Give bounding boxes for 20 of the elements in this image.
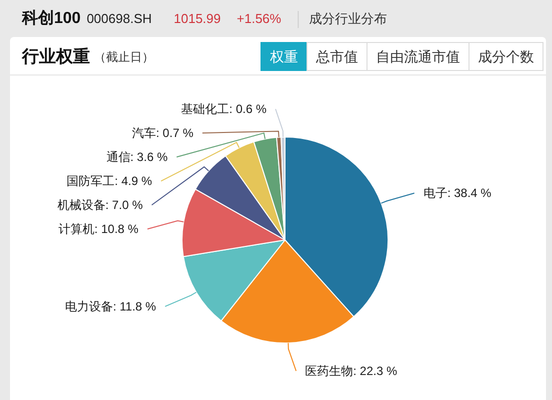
tab: 总市值 <box>306 42 368 71</box>
header-text: 1015.99 <box>174 11 221 26</box>
slice-label: 电力设备: 11.8 % <box>64 299 156 314</box>
slice-label: 医药生物: 22.3 % <box>305 364 398 378</box>
header-text: 科创100 <box>22 10 81 27</box>
tab: 成分个数 <box>468 42 544 71</box>
slice-label: 国防军工: 4.9 % <box>66 174 152 188</box>
slice-label: 电子: 38.4 % <box>423 186 492 200</box>
header-text: +1.56% <box>236 11 282 26</box>
slice-label: 通信: 3.6 % <box>106 150 168 164</box>
tab: 自由流通市值 <box>366 42 470 71</box>
chart-title: 行业权重 <box>21 47 90 66</box>
chart-subtitle: （截止日） <box>94 50 154 64</box>
header-text: 000698.SH <box>86 11 152 26</box>
slice-label: 机械设备: 7.0 % <box>57 198 144 212</box>
slice-label: 计算机: 10.8 % <box>58 222 139 236</box>
slice-label: 基础化工: 0.6 % <box>181 102 267 116</box>
tab: 权重 <box>260 42 308 71</box>
slice-label: 汽车: 0.7 % <box>132 126 194 140</box>
header-text: 成分行业分布 <box>309 11 388 26</box>
